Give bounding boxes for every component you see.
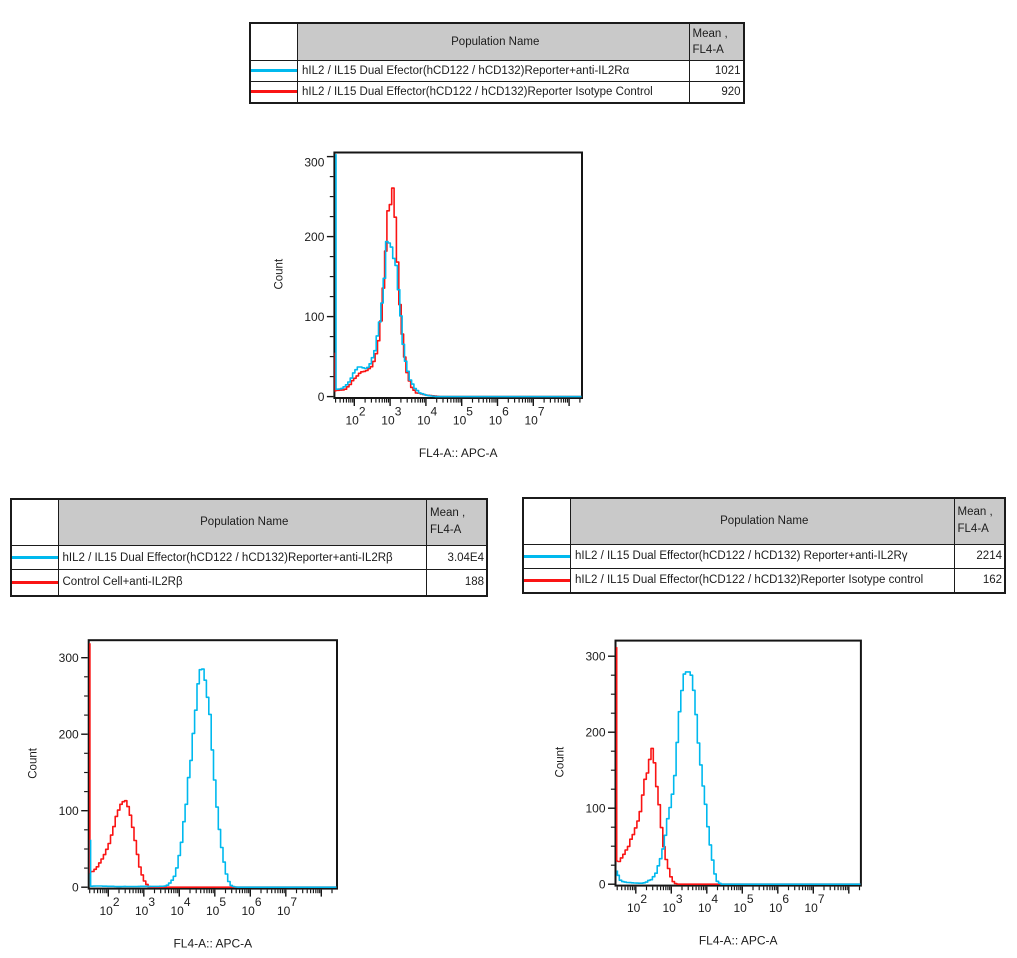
svg-text:10: 10 (769, 901, 783, 915)
svg-text:Count: Count (273, 258, 285, 289)
svg-text:FL4-A:: APC-A: FL4-A:: APC-A (699, 934, 778, 948)
svg-text:0: 0 (72, 880, 79, 894)
svg-text:7: 7 (818, 892, 825, 906)
svg-text:FL4-A:: APC-A: FL4-A:: APC-A (173, 937, 252, 951)
svg-text:100: 100 (59, 804, 79, 818)
svg-text:5: 5 (219, 895, 226, 909)
svg-text:100: 100 (585, 801, 605, 815)
svg-text:10: 10 (171, 904, 185, 918)
svg-text:7: 7 (290, 895, 297, 909)
svg-text:10: 10 (525, 413, 539, 427)
svg-text:2: 2 (640, 892, 647, 906)
svg-text:0: 0 (318, 390, 325, 404)
svg-text:6: 6 (782, 892, 789, 906)
svg-text:4: 4 (431, 405, 438, 419)
svg-text:3: 3 (148, 895, 155, 909)
svg-text:5: 5 (466, 405, 473, 419)
svg-text:10: 10 (453, 413, 467, 427)
svg-text:0: 0 (599, 877, 606, 891)
svg-text:FL4-A:: APC-A: FL4-A:: APC-A (419, 446, 498, 460)
svg-text:Count: Count (28, 747, 40, 778)
svg-text:200: 200 (304, 230, 324, 244)
svg-text:10: 10 (135, 904, 149, 918)
svg-text:10: 10 (417, 413, 431, 427)
svg-text:10: 10 (346, 413, 360, 427)
svg-text:7: 7 (538, 405, 545, 419)
svg-text:300: 300 (304, 156, 324, 170)
svg-text:10: 10 (242, 904, 256, 918)
svg-text:Count: Count (555, 746, 567, 777)
svg-text:10: 10 (381, 413, 395, 427)
svg-text:6: 6 (255, 895, 262, 909)
svg-text:10: 10 (663, 901, 677, 915)
svg-text:300: 300 (585, 649, 605, 663)
svg-text:200: 200 (585, 725, 605, 739)
svg-text:10: 10 (100, 904, 114, 918)
svg-text:5: 5 (747, 892, 754, 906)
svg-text:10: 10 (734, 901, 748, 915)
svg-text:10: 10 (627, 901, 641, 915)
svg-text:200: 200 (59, 727, 79, 741)
svg-text:3: 3 (676, 892, 683, 906)
svg-text:100: 100 (304, 310, 324, 324)
svg-text:4: 4 (711, 892, 718, 906)
svg-text:300: 300 (59, 651, 79, 665)
svg-text:2: 2 (113, 895, 120, 909)
svg-text:3: 3 (395, 405, 402, 419)
svg-text:10: 10 (805, 901, 819, 915)
svg-text:10: 10 (277, 904, 291, 918)
svg-text:2: 2 (359, 405, 366, 419)
svg-text:6: 6 (502, 405, 509, 419)
svg-text:10: 10 (489, 413, 503, 427)
svg-text:4: 4 (184, 895, 191, 909)
svg-text:10: 10 (206, 904, 220, 918)
svg-text:10: 10 (698, 901, 712, 915)
